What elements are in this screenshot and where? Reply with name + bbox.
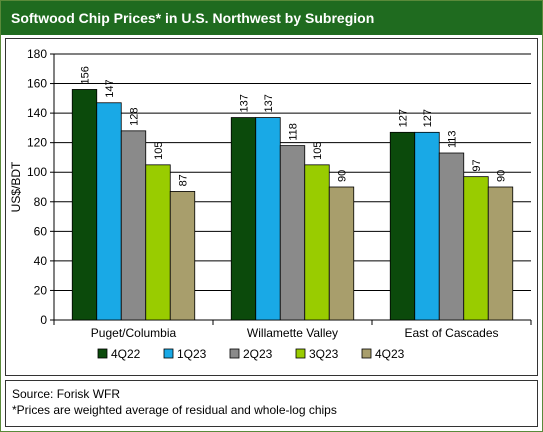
y-axis-label: US$/BDT [9,161,23,212]
bar [389,131,416,321]
category-label: East of Cascades [404,326,498,340]
data-label: 127 [422,109,434,127]
bar [414,131,440,321]
y-tick-label: 20 [34,283,48,297]
y-tick-label: 160 [27,77,47,91]
category-label: Willamette Valley [247,326,338,340]
bar [487,186,514,321]
data-label: 90 [337,170,349,182]
bar-chart: 0 20 40 60 80 100 120 140 160 180 US$/BDT 156 147 128… [9,47,532,361]
footnote-text: *Prices are weighted average of residual… [12,403,337,417]
data-label: 97 [471,159,483,171]
category-label: Puget/Columbia [91,326,177,340]
plot-area: 0 20 40 60 80 100 120 140 160 180 US$/BDT 156 147 128… [5,38,538,376]
bar [230,117,257,321]
source-text: Source: Forisk WFR [12,387,121,401]
data-label: 147 [104,79,116,97]
data-label: 118 [288,123,300,141]
bar [120,130,147,321]
bar [96,102,122,321]
data-label: 87 [178,174,190,186]
data-label: 90 [496,170,508,182]
legend-label: 1Q23 [177,347,207,361]
legend-label: 3Q23 [309,347,339,361]
data-label: 105 [153,141,165,159]
data-label: 137 [239,94,251,112]
legend-label: 4Q22 [111,347,141,361]
source-notes: Source: Forisk WFR *Prices are weighted … [5,380,538,427]
y-tick-label: 80 [34,195,48,209]
legend-swatch [361,348,372,359]
y-tick-label: 140 [27,106,47,120]
bar [145,164,171,321]
y-tick-label: 100 [27,165,47,179]
legend-label: 2Q23 [243,347,273,361]
bar [328,186,355,321]
y-tick-label: 60 [34,224,48,238]
bar [169,191,196,321]
legend-swatch [229,348,240,359]
data-label: 156 [80,66,92,84]
data-label: 105 [312,141,324,159]
legend-swatch [97,348,108,359]
chart-title: Softwood Chip Prices* in U.S. Northwest … [1,1,542,35]
data-label: 127 [398,109,410,127]
bar [304,164,330,321]
y-tick-label: 120 [27,136,47,150]
data-label: 128 [129,107,141,125]
y-tick-label: 40 [34,254,48,268]
legend-swatch [163,348,174,359]
bar [279,145,306,321]
bar [71,89,98,321]
bar [255,117,281,321]
legend-swatch [295,348,306,359]
bar [438,152,465,321]
data-label: 113 [447,130,459,148]
y-tick-label: 0 [40,313,47,327]
legend-label: 4Q23 [375,347,405,361]
bar [463,176,489,321]
data-label: 137 [263,94,275,112]
y-tick-label: 180 [27,47,47,61]
